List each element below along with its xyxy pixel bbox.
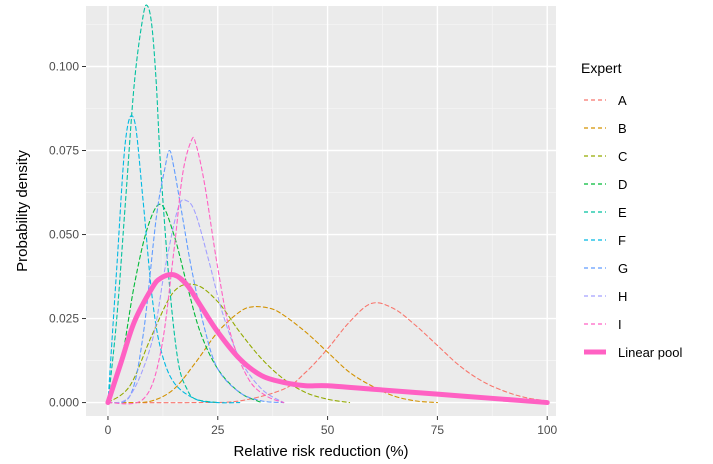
y-tick-label: 0.025 [49,312,79,326]
y-tick-label: 0.050 [49,228,79,242]
x-tick-label: 75 [431,423,445,437]
legend-label-h: H [618,289,627,304]
series-line-e [107,4,219,404]
y-tick-label: 0.075 [49,144,79,158]
plot-panel [86,6,556,416]
x-tick-label: 50 [321,423,335,437]
legend-label-i: I [618,317,622,332]
legend-label-d: D [618,177,627,192]
tick-labels: 0 25 50 75 100 0.000 0.025 0.050 0.075 0.100 [49,59,558,437]
grid-major [86,6,556,416]
y-tick-label: 0.000 [49,396,79,410]
legend-label-c: C [618,149,627,164]
series-line-i [107,136,285,405]
y-axis-title: Probability density [14,150,31,272]
x-tick-label: 0 [105,423,112,437]
x-tick-label: 25 [211,423,225,437]
legend-label-a: A [618,93,627,108]
series-line-a [107,302,548,404]
y-tick-label: 0.100 [49,59,79,73]
series-line-f [107,115,241,404]
legend-label-f: F [618,233,626,248]
series-line-g [107,149,285,404]
series-line-c [107,283,351,404]
axis-ticks [82,65,548,420]
series-line-linear-pool [105,272,550,406]
legend-label-g: G [618,261,628,276]
series-line-h [107,199,285,404]
legend-label-b: B [618,121,627,136]
series-layer [105,4,550,406]
x-axis-title: Relative risk reduction (%) [233,443,408,460]
x-tick-label: 100 [537,423,557,437]
legend-label-linear-pool: Linear pool [618,345,682,360]
legend-label-e: E [618,205,627,220]
legend-title: Expert [581,60,622,76]
